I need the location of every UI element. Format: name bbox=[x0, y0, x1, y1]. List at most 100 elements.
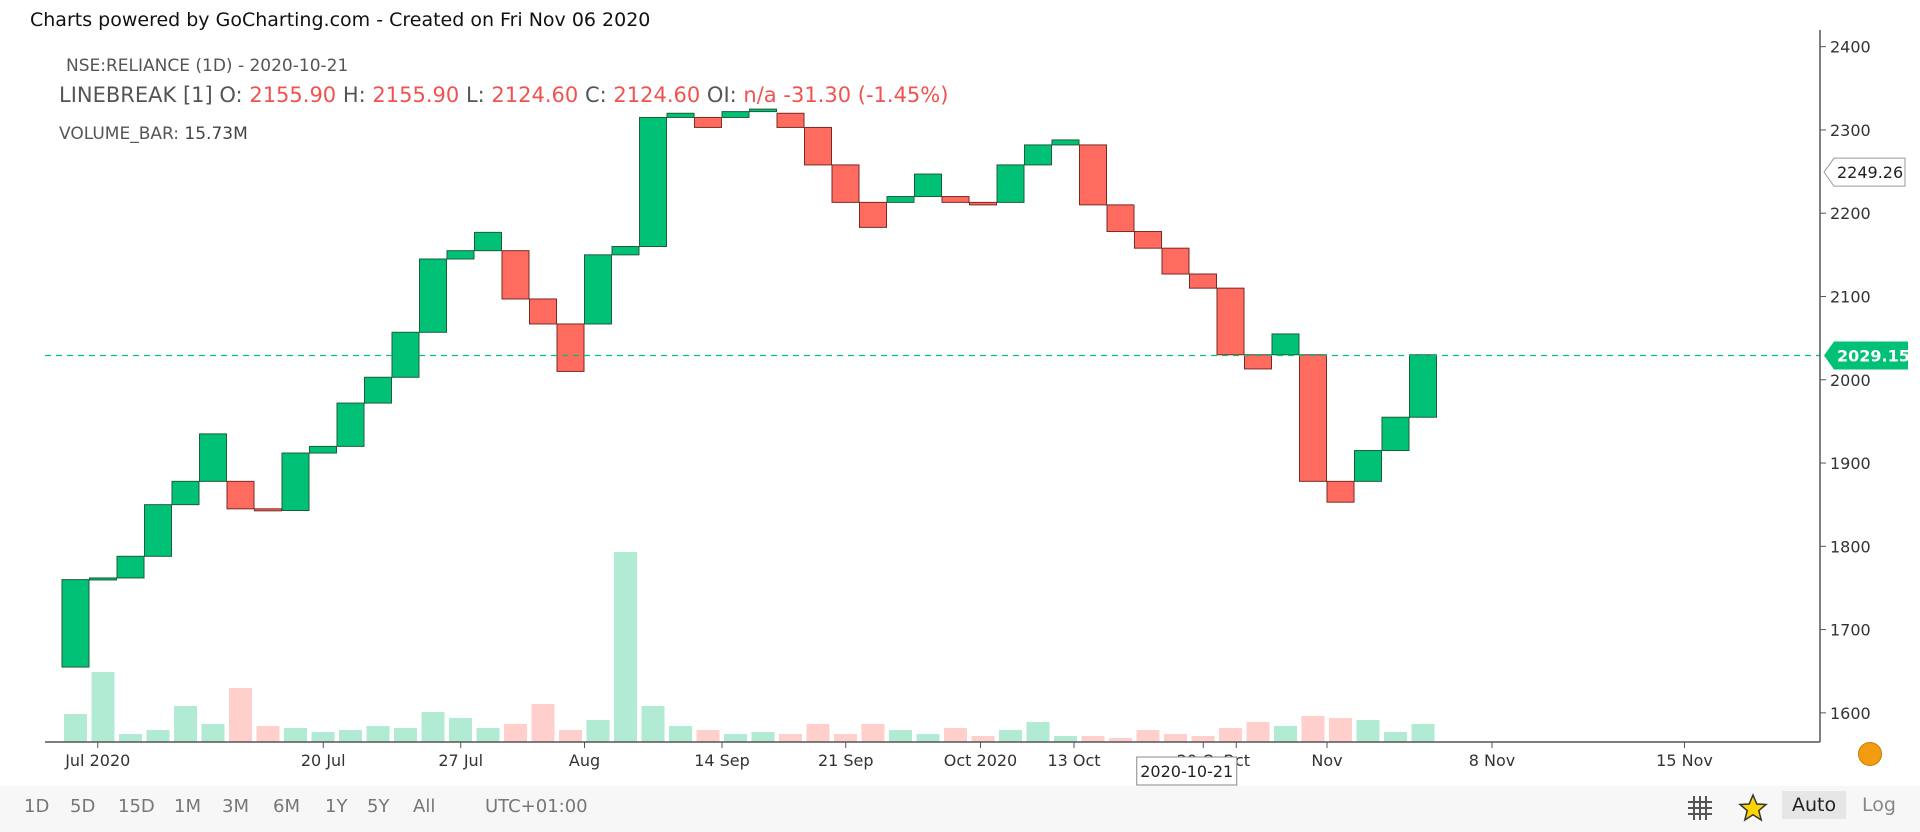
legend-change-pct: (-1.45%) bbox=[857, 83, 949, 107]
chart-settings-dot-icon[interactable] bbox=[1858, 742, 1882, 766]
volume-bar bbox=[1384, 732, 1407, 742]
volume-bar bbox=[366, 726, 390, 742]
x-tick-label: 14 Sep bbox=[694, 751, 750, 770]
legend-study: LINEBREAK [1] bbox=[59, 83, 213, 107]
down-brick bbox=[694, 116, 722, 128]
range-1y-button[interactable]: 1Y bbox=[325, 796, 348, 817]
up-brick bbox=[1409, 354, 1437, 418]
volume-bar bbox=[999, 730, 1022, 742]
down-brick bbox=[969, 201, 997, 206]
up-brick bbox=[611, 246, 640, 256]
range-all-button[interactable]: All bbox=[413, 796, 436, 817]
volume-bar bbox=[1356, 720, 1380, 742]
volume-bar bbox=[339, 730, 362, 742]
volume-bar bbox=[1026, 722, 1050, 742]
volume-bar bbox=[1136, 730, 1160, 742]
x-tick-label: Oct 2020 bbox=[944, 751, 1017, 770]
volume-bar bbox=[1246, 722, 1270, 742]
legend-l-label: L: bbox=[465, 83, 485, 107]
grid-icon[interactable] bbox=[1686, 794, 1714, 822]
legend-high: 2155.90 bbox=[372, 83, 460, 107]
crosshair-date-box bbox=[1136, 756, 1238, 786]
star-icon[interactable] bbox=[1738, 793, 1768, 823]
volume-bar bbox=[421, 712, 445, 742]
down-brick bbox=[804, 126, 832, 166]
volume-bar bbox=[201, 724, 225, 742]
up-brick bbox=[336, 402, 365, 447]
up-brick bbox=[639, 116, 667, 248]
legend-ohlc: LINEBREAK [1] O: 2155.90 H: 2155.90 L: 2… bbox=[59, 83, 948, 107]
up-brick bbox=[584, 254, 612, 325]
legend-symbol: NSE:RELIANCE (1D) - 2020-10-21 bbox=[66, 56, 349, 76]
last-price-label: 2029.15 bbox=[1837, 346, 1910, 365]
log-scale-button[interactable]: Log bbox=[1862, 794, 1896, 816]
volume-bar bbox=[119, 734, 142, 742]
up-brick bbox=[666, 112, 695, 118]
y-tick-label: 1800 bbox=[1830, 537, 1871, 556]
up-brick bbox=[446, 250, 475, 260]
up-brick bbox=[171, 480, 200, 506]
hover-price-tag bbox=[1823, 157, 1906, 187]
range-5d-button[interactable]: 5D bbox=[70, 796, 96, 817]
down-brick bbox=[1161, 247, 1190, 275]
volume-bar bbox=[971, 736, 995, 742]
volume-bar bbox=[1164, 734, 1187, 742]
x-tick-label: 20 Jul bbox=[301, 751, 346, 770]
up-brick bbox=[1354, 450, 1382, 482]
down-brick bbox=[1216, 287, 1245, 356]
volume-bar bbox=[449, 718, 472, 742]
volume-bar bbox=[751, 732, 775, 742]
volume-bar bbox=[1109, 738, 1132, 742]
powered-by-label: Charts powered by GoCharting.com - Creat… bbox=[30, 9, 651, 31]
down-brick bbox=[1326, 480, 1355, 503]
volume-bar bbox=[504, 724, 527, 742]
down-brick bbox=[1299, 354, 1327, 482]
y-tick-label: 2100 bbox=[1830, 287, 1871, 306]
down-brick bbox=[1134, 231, 1162, 249]
up-brick bbox=[474, 231, 502, 252]
volume-bar bbox=[1054, 736, 1077, 742]
bottom-toolbar: 1D 5D 15D 1M 3M 6M 1Y 5Y All UTC+01:00 A… bbox=[0, 786, 1920, 832]
range-3m-button[interactable]: 3M bbox=[222, 796, 249, 817]
down-brick bbox=[831, 164, 860, 203]
x-tick-label: 8 Nov bbox=[1469, 751, 1516, 770]
crosshair-date-label: 2020-10-21 bbox=[1140, 762, 1233, 781]
volume-bar bbox=[256, 726, 280, 742]
x-tick-label: Aug bbox=[569, 751, 600, 770]
volume-bar bbox=[476, 728, 500, 742]
range-15d-button[interactable]: 15D bbox=[118, 796, 155, 817]
volume-bar bbox=[834, 734, 857, 742]
up-brick bbox=[199, 433, 227, 482]
up-brick bbox=[1381, 416, 1410, 452]
range-1m-button[interactable]: 1M bbox=[174, 796, 201, 817]
legend-volume-label: VOLUME_BAR: bbox=[59, 124, 179, 144]
up-brick bbox=[1051, 139, 1080, 146]
up-brick bbox=[886, 196, 915, 203]
timezone-button[interactable]: UTC+01:00 bbox=[485, 796, 588, 817]
up-brick bbox=[89, 577, 117, 581]
up-brick bbox=[61, 579, 90, 668]
y-tick-label: 1700 bbox=[1830, 621, 1871, 640]
legend-open: 2155.90 bbox=[249, 83, 337, 107]
down-brick bbox=[226, 480, 255, 510]
up-brick bbox=[1024, 144, 1052, 166]
volume-bar bbox=[806, 724, 830, 742]
volume-bar bbox=[1274, 726, 1297, 742]
down-brick bbox=[1244, 354, 1272, 370]
volume-bar bbox=[641, 706, 665, 742]
legend-low: 2124.60 bbox=[491, 83, 579, 107]
y-tick-label: 2200 bbox=[1830, 204, 1871, 223]
volume-bar bbox=[284, 728, 307, 742]
x-tick-label: 15 Nov bbox=[1656, 751, 1713, 770]
volume-bar bbox=[146, 730, 170, 742]
volume-bar bbox=[394, 728, 417, 742]
linebreak-chart[interactable]: 1600 1700 1800 1900 2000 2100 2200 2300 2400 Jul … bbox=[0, 0, 1920, 786]
auto-scale-button[interactable]: Auto bbox=[1782, 791, 1847, 819]
legend-change: -31.30 bbox=[783, 83, 852, 107]
down-brick bbox=[1106, 204, 1135, 233]
down-brick bbox=[556, 323, 585, 372]
range-5y-button[interactable]: 5Y bbox=[367, 796, 390, 817]
range-6m-button[interactable]: 6M bbox=[273, 796, 300, 817]
range-1d-button[interactable]: 1D bbox=[24, 796, 50, 817]
volume-bar bbox=[559, 730, 582, 742]
